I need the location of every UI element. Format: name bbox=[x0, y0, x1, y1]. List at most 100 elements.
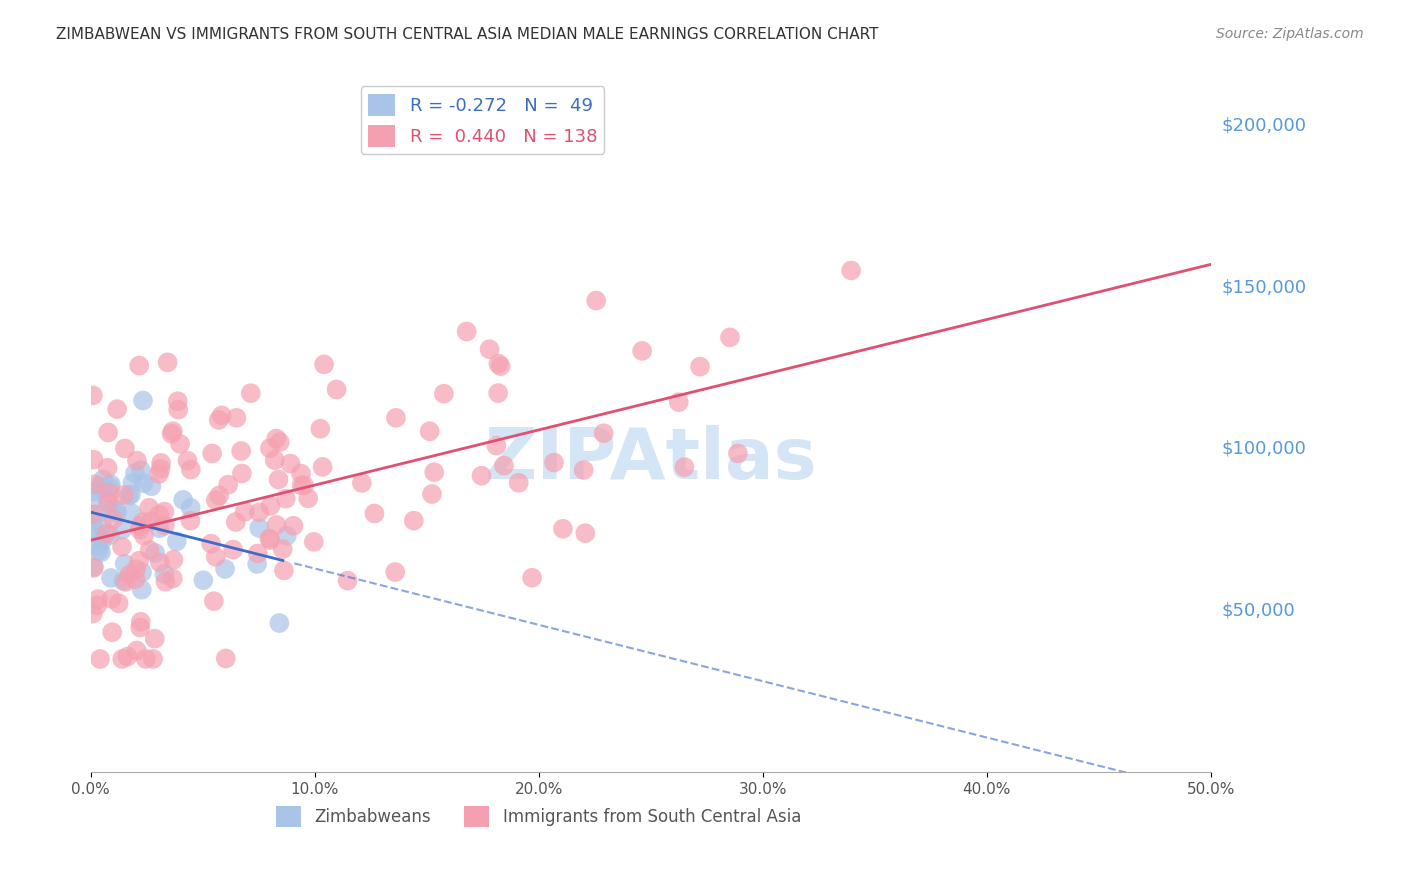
Point bbox=[143, 546, 166, 560]
Point bbox=[433, 386, 456, 401]
Text: $100,000: $100,000 bbox=[1222, 440, 1306, 458]
Point bbox=[302, 534, 325, 549]
Point bbox=[291, 478, 314, 492]
Point bbox=[222, 542, 245, 557]
Point bbox=[100, 477, 122, 491]
Point bbox=[247, 521, 270, 535]
Point bbox=[290, 467, 312, 481]
Point bbox=[82, 494, 104, 508]
Point bbox=[247, 505, 270, 519]
Point bbox=[97, 425, 120, 440]
Point bbox=[98, 528, 121, 542]
Point bbox=[100, 591, 122, 606]
Point bbox=[176, 453, 198, 467]
Point bbox=[117, 649, 139, 664]
Point bbox=[718, 330, 741, 344]
Point bbox=[101, 625, 124, 640]
Point bbox=[259, 533, 281, 548]
Point bbox=[105, 502, 128, 516]
Point bbox=[82, 607, 104, 621]
Point bbox=[309, 422, 332, 436]
Point bbox=[508, 475, 530, 490]
Text: $150,000: $150,000 bbox=[1222, 278, 1308, 296]
Point bbox=[100, 571, 122, 585]
Point bbox=[86, 508, 108, 522]
Point bbox=[485, 439, 508, 453]
Point bbox=[124, 572, 146, 586]
Point bbox=[87, 539, 110, 553]
Point bbox=[120, 487, 142, 501]
Point bbox=[153, 505, 176, 519]
Point bbox=[114, 574, 136, 589]
Point bbox=[82, 484, 104, 499]
Point bbox=[135, 652, 157, 666]
Point bbox=[125, 453, 148, 467]
Point bbox=[225, 515, 247, 529]
Point bbox=[112, 574, 135, 588]
Point bbox=[142, 652, 165, 666]
Point bbox=[131, 582, 153, 597]
Point bbox=[91, 534, 114, 549]
Point bbox=[91, 473, 114, 487]
Point bbox=[486, 386, 509, 401]
Point bbox=[520, 571, 543, 585]
Point bbox=[87, 544, 110, 558]
Point bbox=[107, 596, 129, 610]
Point bbox=[84, 477, 107, 491]
Point bbox=[283, 518, 305, 533]
Point bbox=[486, 357, 509, 371]
Point bbox=[592, 426, 614, 441]
Point bbox=[384, 565, 406, 579]
Point bbox=[121, 506, 143, 520]
Point bbox=[402, 514, 425, 528]
Text: Source: ZipAtlas.com: Source: ZipAtlas.com bbox=[1216, 27, 1364, 41]
Point bbox=[551, 522, 574, 536]
Point bbox=[839, 263, 862, 277]
Point bbox=[267, 473, 290, 487]
Point bbox=[269, 435, 291, 450]
Point bbox=[143, 632, 166, 646]
Point bbox=[231, 467, 253, 481]
Point bbox=[128, 359, 150, 373]
Point bbox=[204, 493, 226, 508]
Point bbox=[83, 523, 105, 537]
Point bbox=[585, 293, 607, 308]
Point bbox=[292, 478, 315, 492]
Point bbox=[105, 402, 128, 417]
Point bbox=[456, 325, 478, 339]
Point bbox=[673, 460, 696, 475]
Point bbox=[125, 643, 148, 657]
Point bbox=[87, 592, 110, 607]
Point bbox=[470, 468, 492, 483]
Point bbox=[162, 553, 184, 567]
Point bbox=[124, 466, 146, 480]
Point bbox=[166, 394, 188, 409]
Point bbox=[172, 492, 194, 507]
Point bbox=[111, 523, 134, 537]
Point bbox=[111, 652, 134, 666]
Point bbox=[273, 563, 295, 577]
Point bbox=[179, 514, 201, 528]
Point bbox=[138, 500, 160, 515]
Point bbox=[138, 543, 160, 558]
Point bbox=[100, 502, 122, 516]
Point bbox=[423, 465, 446, 479]
Text: $50,000: $50,000 bbox=[1222, 601, 1295, 620]
Point bbox=[297, 491, 319, 506]
Point bbox=[193, 573, 215, 587]
Point bbox=[131, 515, 153, 529]
Point bbox=[141, 479, 163, 493]
Point bbox=[311, 459, 333, 474]
Point bbox=[153, 518, 176, 533]
Point bbox=[128, 554, 150, 568]
Point bbox=[689, 359, 711, 374]
Point bbox=[86, 599, 108, 613]
Point bbox=[363, 507, 385, 521]
Point bbox=[93, 481, 115, 495]
Point bbox=[492, 458, 515, 473]
Point bbox=[155, 574, 177, 589]
Point bbox=[111, 540, 134, 554]
Point bbox=[233, 505, 256, 519]
Point bbox=[336, 574, 359, 588]
Point bbox=[148, 521, 170, 535]
